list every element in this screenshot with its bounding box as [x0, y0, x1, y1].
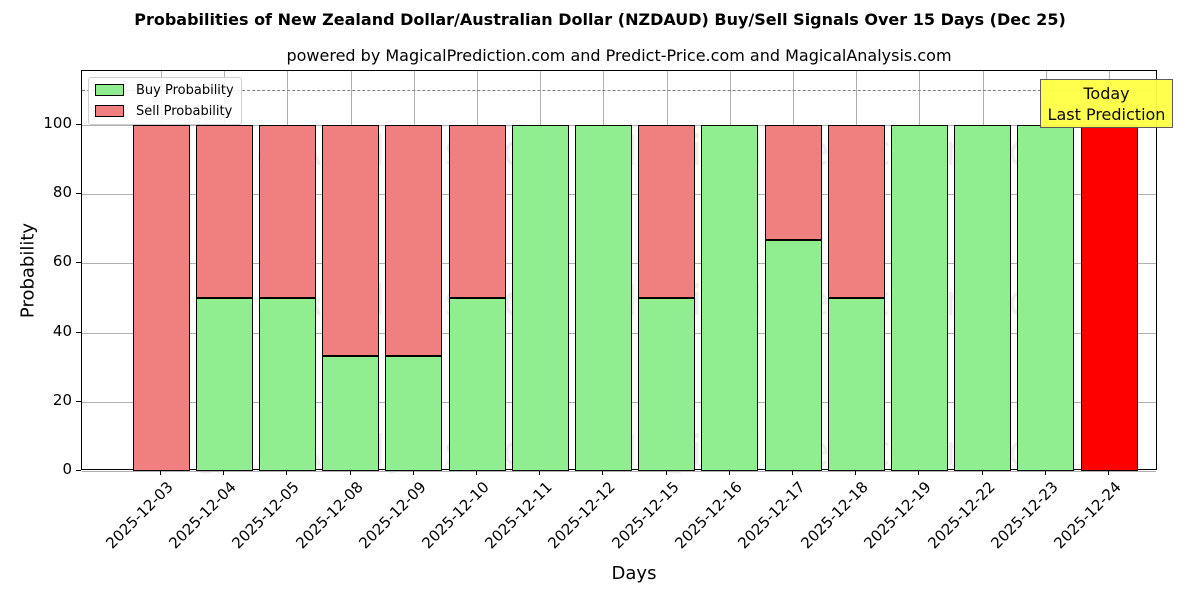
- x-tick-mark: [602, 470, 604, 475]
- legend-label-buy: Buy Probability: [136, 82, 234, 98]
- x-tick-mark: [539, 470, 541, 475]
- x-tick-mark: [665, 470, 667, 475]
- y-tick-label: 0: [62, 460, 72, 478]
- x-tick-mark: [476, 470, 477, 475]
- y-tick-label: 100: [43, 114, 72, 132]
- buy-bar: [385, 355, 443, 471]
- sell-bar: [448, 125, 506, 298]
- buy-bar: [764, 240, 822, 471]
- buy-bar: [701, 125, 759, 471]
- annotation-line-2: Last Prediction: [1047, 105, 1166, 124]
- y-tick-label: 20: [52, 390, 72, 409]
- chart-title: Probabilities of New Zealand Dollar/Aust…: [134, 10, 1066, 29]
- today-sell-bar: [1080, 125, 1138, 471]
- buy-bar: [448, 298, 506, 471]
- sell-bar: [132, 125, 190, 471]
- sell-bar: [764, 125, 822, 241]
- plot-area: MagicalAnalysis.comMagicalPrediction.com…: [81, 70, 1157, 475]
- sell-bar: [827, 125, 885, 298]
- y-tick-mark: [76, 124, 81, 125]
- sell-bar: [638, 125, 696, 298]
- buy-bar: [638, 298, 696, 471]
- buy-bar: [195, 298, 253, 471]
- buy-bar: [1017, 125, 1075, 471]
- x-tick-mark: [223, 470, 225, 475]
- y-tick-label: 80: [52, 183, 72, 202]
- y-tick-mark: [76, 193, 81, 195]
- legend: Buy Probability Sell Probability: [88, 77, 242, 125]
- reference-dashed-line: [82, 90, 1156, 92]
- sell-bar: [195, 125, 253, 298]
- y-axis-title: Probability: [17, 222, 39, 319]
- y-tick-mark: [76, 400, 81, 402]
- x-tick-mark: [981, 470, 983, 475]
- buy-bar: [890, 125, 948, 471]
- x-tick-mark: [160, 470, 161, 475]
- buy-bar: [827, 298, 885, 471]
- sell-swatch-icon: [95, 105, 124, 117]
- x-tick-mark: [1108, 470, 1109, 475]
- x-tick-mark: [728, 470, 730, 475]
- today-annotation: Today Last Prediction: [1040, 79, 1173, 128]
- y-tick-mark: [76, 262, 81, 264]
- buy-bar: [258, 298, 316, 471]
- sell-bar: [258, 125, 316, 298]
- y-tick-mark: [76, 331, 81, 333]
- x-tick-mark: [855, 470, 857, 475]
- buy-bar: [954, 125, 1012, 471]
- x-tick-mark: [412, 470, 414, 475]
- x-tick-mark: [349, 470, 351, 475]
- legend-item-sell: Sell Probability: [95, 103, 232, 119]
- y-tick-label: 60: [52, 252, 72, 271]
- x-axis-title: Days: [611, 563, 657, 584]
- chart-subtitle: powered by MagicalPrediction.com and Pre…: [286, 46, 952, 65]
- sell-bar: [322, 125, 380, 356]
- legend-label-sell: Sell Probability: [136, 103, 233, 119]
- x-tick-mark: [1044, 470, 1046, 475]
- gridline-horizontal: [82, 471, 1156, 472]
- annotation-line-1: Today: [1083, 84, 1130, 103]
- buy-bar: [322, 355, 380, 471]
- buy-swatch-icon: [95, 84, 124, 96]
- y-tick-label: 40: [52, 321, 72, 340]
- y-tick-mark: [76, 470, 81, 471]
- x-tick-mark: [792, 470, 793, 475]
- buy-bar: [511, 125, 569, 471]
- sell-bar: [385, 125, 443, 356]
- legend-item-buy: Buy Probability: [95, 82, 234, 98]
- x-tick-mark: [918, 470, 920, 475]
- buy-bar: [574, 125, 632, 471]
- x-tick-mark: [286, 470, 288, 475]
